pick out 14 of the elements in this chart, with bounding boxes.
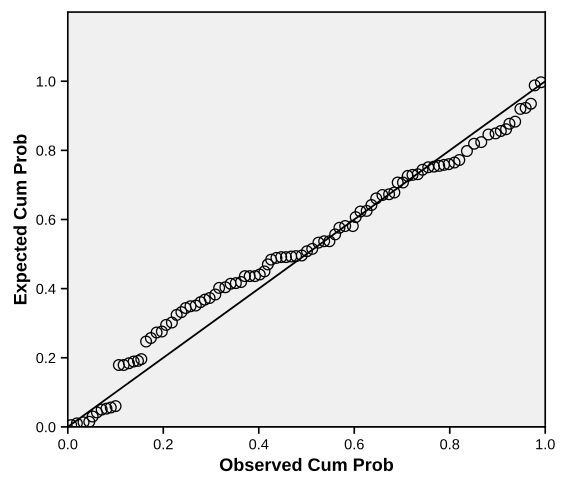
x-tick-label: 0.2	[154, 439, 173, 450]
x-tick-label: 0.0	[58, 439, 78, 450]
x-tick-label: 0.8	[440, 439, 460, 450]
x-tick-label: 0.6	[344, 439, 364, 450]
y-tick-label: 0.6	[36, 214, 56, 225]
y-tick-label: 1.0	[36, 76, 56, 87]
y-axis-title: Expected Cum Prob	[13, 134, 30, 304]
x-axis-title: Observed Cum Prob	[220, 458, 394, 472]
y-tick-label: 0.0	[36, 422, 56, 432]
y-tick-label: 0.8	[36, 145, 56, 156]
y-tick-label: 0.2	[36, 352, 56, 364]
x-tick-label: 1.0	[536, 439, 555, 450]
x-tick-label: 0.4	[249, 439, 268, 450]
y-tick-label: 0.4	[36, 284, 56, 294]
